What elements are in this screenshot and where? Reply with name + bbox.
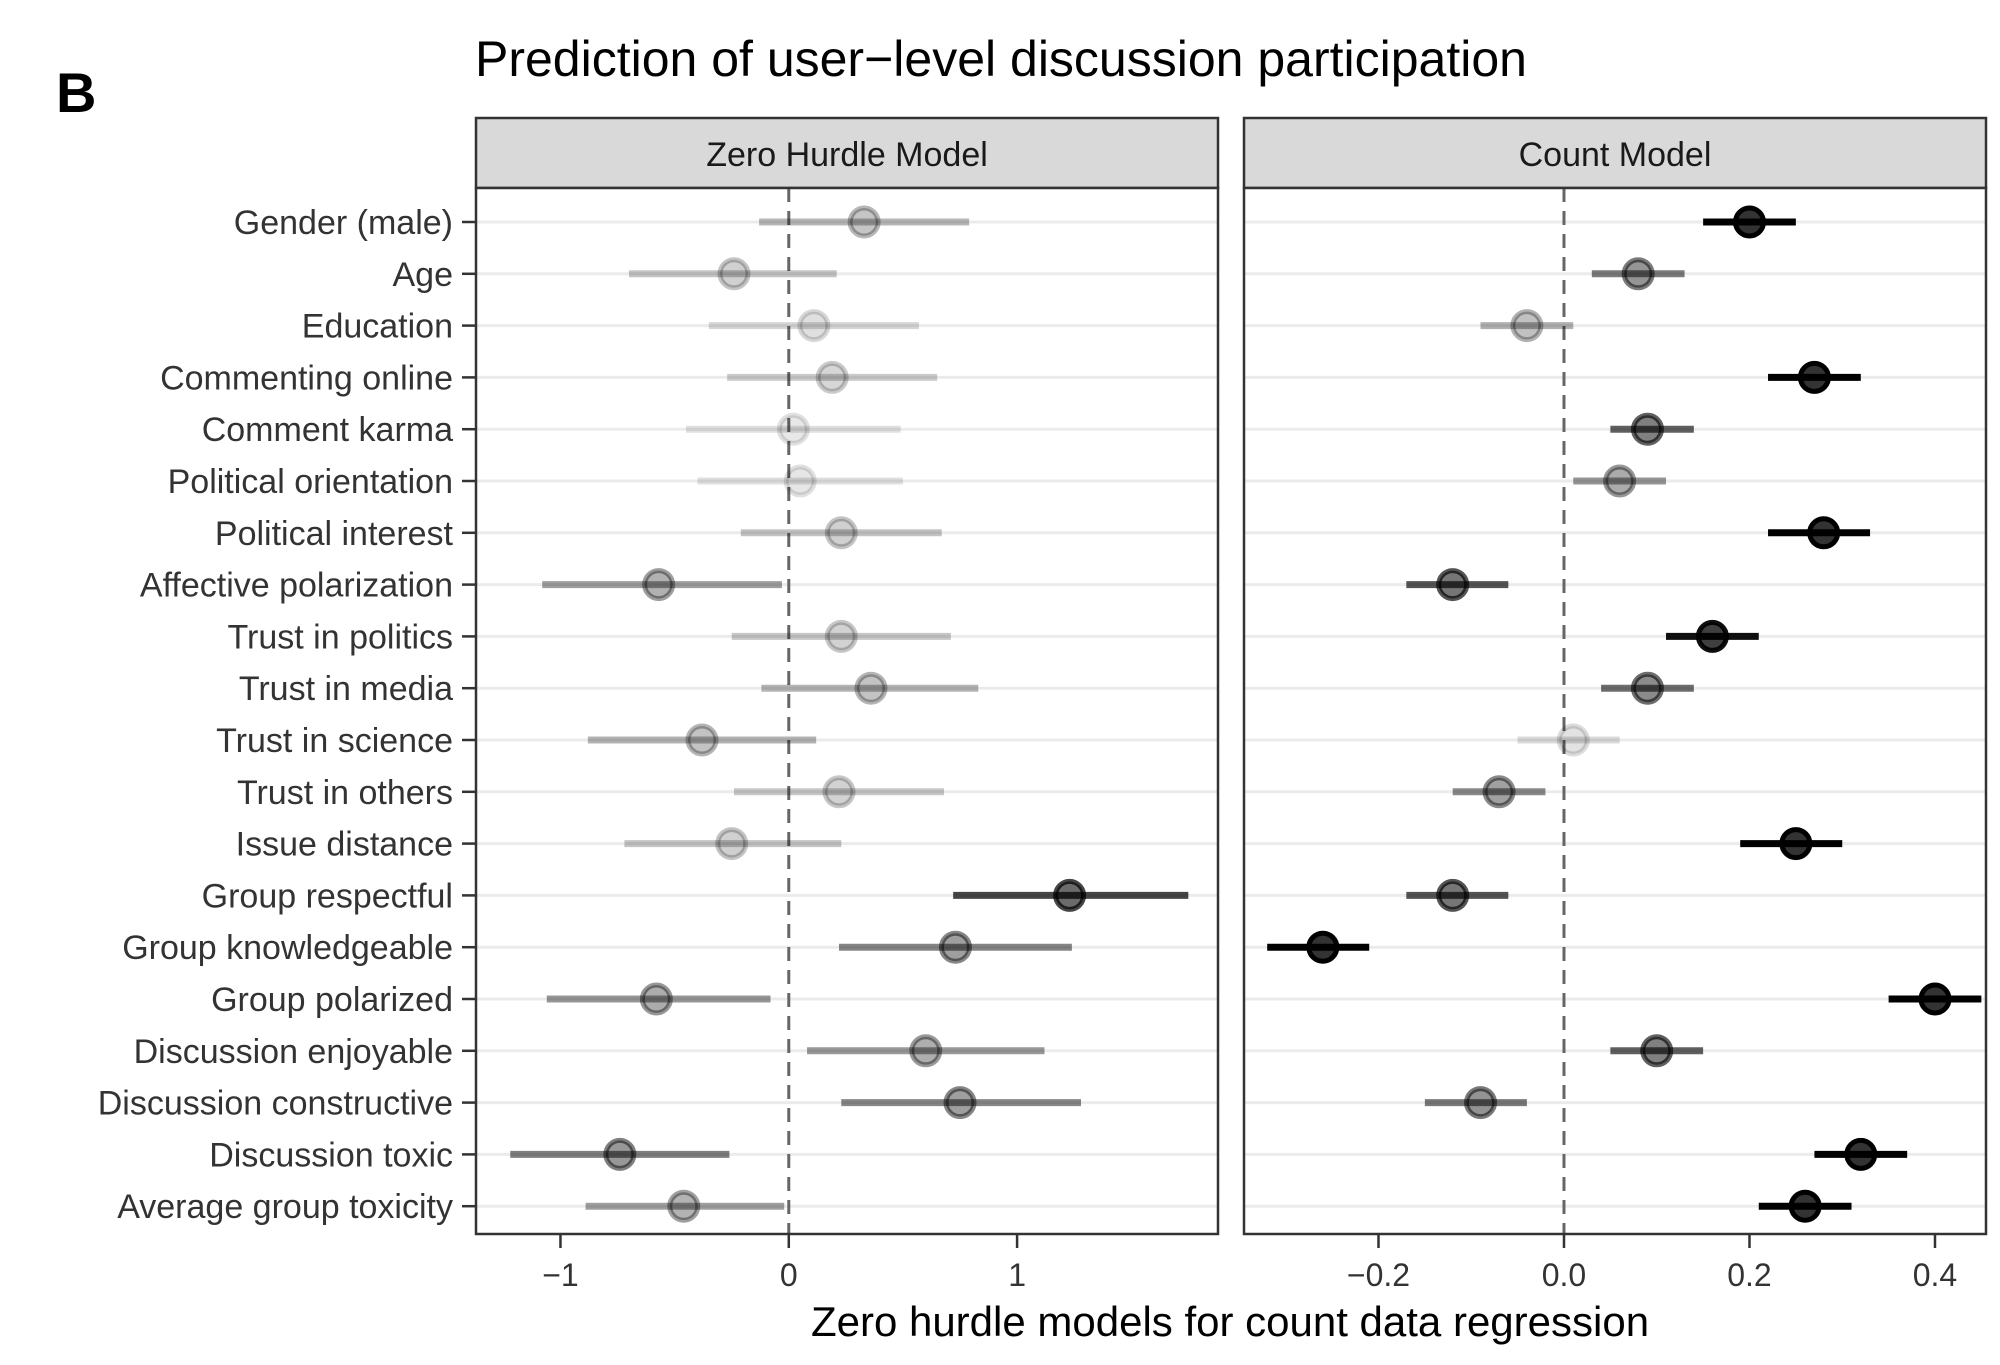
x-tick-label: 1: [1008, 1257, 1026, 1293]
point-estimate: [815, 360, 849, 394]
point-estimate: [1510, 309, 1544, 343]
y-tick-label: Political orientation: [168, 463, 453, 501]
point-estimate: [1482, 775, 1516, 809]
point-estimate: [783, 464, 817, 498]
point-estimate: [1844, 1137, 1878, 1171]
y-tick-label: Gender (male): [234, 204, 453, 242]
point-estimate: [1797, 360, 1831, 394]
point-estimate: [1788, 1189, 1822, 1223]
x-tick-label: 0.0: [1542, 1257, 1586, 1293]
y-tick-label: Trust in media: [239, 670, 453, 708]
point-estimate: [603, 1137, 637, 1171]
y-tick-label: Trust in politics: [228, 618, 453, 656]
y-tick-label: Group knowledgeable: [122, 929, 453, 967]
point-estimate: [1630, 412, 1664, 446]
x-tick-label: 0: [780, 1257, 798, 1293]
zero-hurdle-panel: Zero Hurdle Model −1 0 1: [474, 116, 1220, 1293]
point-estimate: [1779, 827, 1813, 861]
point-estimate: [685, 723, 719, 757]
point-estimate: [642, 568, 676, 602]
point-estimate: [797, 309, 831, 343]
point-estimate: [715, 827, 749, 861]
point-estimate: [1732, 205, 1766, 239]
y-tick-label: Political interest: [215, 515, 454, 553]
point-estimate: [1603, 464, 1637, 498]
point-estimate: [776, 412, 810, 446]
panel-strip-label: Zero Hurdle Model: [706, 136, 988, 174]
y-tick-label: Group respectful: [202, 877, 453, 915]
point-estimate: [1436, 568, 1470, 602]
point-estimate: [1807, 516, 1841, 550]
y-tick-label: Group polarized: [211, 981, 453, 1019]
x-tick-label: −1: [542, 1257, 578, 1293]
chart-title: Prediction of user−level discussion part…: [475, 31, 1527, 87]
y-tick-label: Trust in others: [237, 774, 453, 812]
point-estimate: [639, 982, 673, 1016]
point-estimate: [847, 205, 881, 239]
panel-strip: [1242, 116, 1988, 190]
point-estimate: [667, 1189, 701, 1223]
point-estimate: [1695, 619, 1729, 653]
y-tick-label: Age: [393, 256, 454, 294]
y-tick-label: Discussion constructive: [98, 1085, 453, 1123]
point-estimate: [1621, 257, 1655, 291]
point-estimate: [909, 1034, 943, 1068]
y-tick-label: Education: [302, 308, 453, 346]
panel-strip-label: Count Model: [1519, 136, 1712, 174]
point-estimate: [1640, 1034, 1674, 1068]
y-tick-label: Comment karma: [202, 411, 453, 449]
point-estimate: [1436, 878, 1470, 912]
y-tick-label: Affective polarization: [140, 567, 453, 605]
x-tick-label: 0.2: [1727, 1257, 1771, 1293]
point-estimate: [824, 516, 858, 550]
point-estimate: [938, 930, 972, 964]
y-tick-label: Commenting online: [160, 359, 453, 397]
panel-strip: [474, 116, 1220, 190]
point-estimate: [1464, 1086, 1498, 1120]
y-tick-label: Trust in science: [216, 722, 453, 760]
point-estimate: [1306, 930, 1340, 964]
point-estimate: [1630, 671, 1664, 705]
panel-border: [1242, 186, 1988, 1236]
point-estimate: [822, 775, 856, 809]
point-estimate: [1053, 878, 1087, 912]
plot-area: [476, 188, 1218, 1234]
y-tick-label: Discussion toxic: [209, 1136, 453, 1174]
x-axis-title: Zero hurdle models for count data regres…: [811, 1298, 1649, 1345]
y-tick-label: Average group toxicity: [117, 1188, 453, 1226]
plot-area: [1244, 188, 1986, 1234]
y-axis-labels: Gender (male) Age Education Commenting onli…: [98, 204, 476, 1226]
point-estimate: [717, 257, 751, 291]
panel-letter: B: [56, 61, 96, 124]
point-estimate: [943, 1086, 977, 1120]
point-estimate: [854, 671, 888, 705]
x-tick-label: −0.2: [1347, 1257, 1410, 1293]
y-tick-label: Discussion enjoyable: [134, 1033, 453, 1071]
point-estimate: [1918, 982, 1952, 1016]
x-tick-label: 0.4: [1913, 1257, 1957, 1293]
count-model-panel: Count Model −0.2 0.0 0.2 0.4: [1242, 116, 1988, 1293]
point-estimate: [1556, 723, 1590, 757]
panel-border: [474, 186, 1220, 1236]
point-estimate: [824, 619, 858, 653]
y-tick-label: Issue distance: [236, 826, 453, 864]
